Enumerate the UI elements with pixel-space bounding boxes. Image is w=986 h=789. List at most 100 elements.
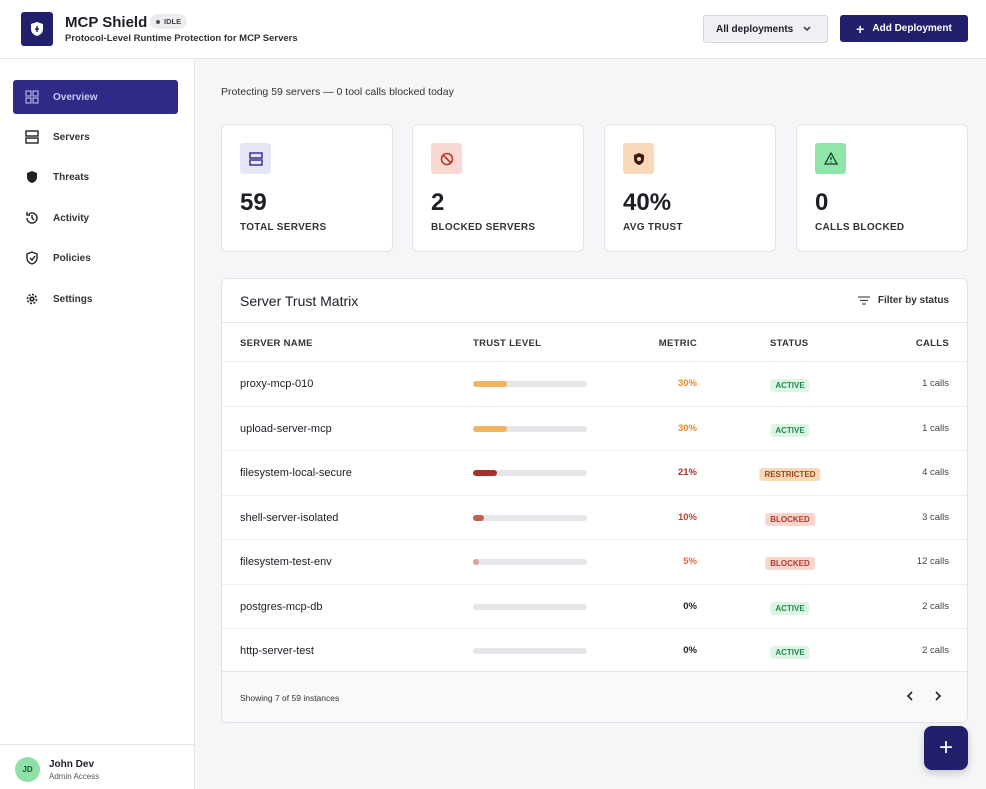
stat-label: CALLS BLOCKED [815, 222, 905, 233]
trust-bar [473, 559, 479, 565]
table-row: http-server-test 0% ACTIVE 2 calls [222, 628, 967, 672]
trust-bar [473, 470, 497, 476]
table-row: filesystem-local-secure 21% RESTRICTED 4 ca… [222, 450, 967, 494]
server-name: shell-server-isolated [240, 511, 339, 524]
stat-card: 2 BLOCKED SERVERS [412, 124, 584, 252]
trust-track [473, 381, 587, 387]
metric: 0% [683, 645, 697, 656]
stat-value: 59 [240, 189, 267, 216]
metric: 0% [683, 600, 697, 612]
status-badge: ACTIVE [770, 423, 810, 437]
metric: 10% [677, 511, 697, 523]
stat-label: AVG TRUST [623, 222, 683, 233]
trust-track [473, 425, 587, 432]
trust-track [473, 470, 587, 476]
app-subtitle: Protocol-Level Runtime Protection for MC… [65, 33, 298, 44]
calls: 2 calls [922, 645, 949, 656]
table-row: upload-server-mcp 30% ACTIVE 1 calls [222, 405, 967, 450]
status-badge: ACTIVE [770, 601, 810, 615]
logo [21, 12, 53, 46]
add-deployment-button[interactable]: + Add Deployment [840, 15, 968, 42]
trust-track [473, 514, 587, 521]
nav-item[interactable]: Settings [13, 282, 178, 316]
trust-bar [473, 514, 485, 521]
stat-value: 40% [623, 189, 672, 216]
select-text: All deployments [716, 23, 794, 35]
sidebar: Overview Servers Threats Activity Polici… [0, 59, 195, 789]
trust-track [473, 648, 587, 654]
status-badge: ACTIVE [770, 379, 810, 392]
metric: 21% [677, 467, 697, 478]
column-header: STATUS [770, 338, 809, 349]
status-badge: RESTRICTED [759, 468, 821, 481]
pagination-text: Showing 7 of 59 instances [240, 693, 340, 703]
stat-card: 40% AVG TRUST [604, 124, 776, 252]
next-page[interactable] [934, 691, 942, 701]
metric: 30% [677, 378, 697, 389]
server-name: http-server-test [240, 645, 314, 657]
server-name: filesystem-local-secure [240, 467, 352, 479]
nav-item[interactable]: Overview [13, 80, 178, 114]
nav-label: Threats [53, 171, 90, 183]
status-badge: ACTIVE [770, 646, 810, 659]
nav-item[interactable]: Threats [13, 160, 178, 194]
column-header: CALLS [915, 338, 949, 349]
nav-label: Activity [53, 212, 90, 224]
prev-page[interactable] [906, 691, 914, 701]
calls: 12 calls [916, 556, 949, 567]
user-role: Admin Access [49, 772, 100, 781]
user-name: John Dev [49, 759, 95, 770]
calls: 1 calls [922, 422, 949, 434]
deployment-select[interactable]: All deployments [703, 15, 828, 43]
calls: 3 calls [922, 511, 949, 523]
table-body: proxy-mcp-010 30% ACTIVE 1 calls upload-serv… [222, 361, 967, 672]
calls: 1 calls [922, 378, 949, 389]
calls: 2 calls [922, 600, 949, 612]
metric: 5% [683, 556, 697, 567]
trust-bar [473, 381, 508, 387]
fab-add[interactable]: + [924, 726, 968, 770]
nav-item[interactable]: Servers [13, 120, 178, 154]
stat-value: 0 [815, 189, 829, 216]
header: MCP Shield IDLE Protocol-Level Runtime P… [0, 0, 986, 59]
stat-label: TOTAL SERVERS [240, 222, 327, 233]
server-name: postgres-mcp-db [240, 600, 323, 613]
table-row: postgres-mcp-db 0% ACTIVE 2 calls [222, 583, 967, 628]
status-badge: BLOCKED [765, 512, 815, 526]
server-name: proxy-mcp-010 [240, 378, 314, 390]
server-name: upload-server-mcp [240, 422, 332, 435]
stat-value: 2 [431, 189, 445, 216]
filter-text: Filter by status [877, 295, 949, 306]
trust-track [473, 603, 587, 610]
filter-button[interactable]: Filter by status [857, 295, 949, 306]
stat-card: 0 CALLS BLOCKED [796, 124, 968, 252]
metric: 30% [677, 422, 697, 434]
table-title: Server Trust Matrix [240, 293, 359, 309]
nav-item[interactable]: Policies [13, 241, 178, 275]
trust-track [473, 559, 587, 565]
status-badge: BLOCKED [765, 557, 815, 570]
summary-text: Protecting 59 servers — 0 tool calls blo… [221, 86, 454, 98]
nav-label: Policies [53, 252, 91, 264]
trust-bar [473, 425, 508, 432]
table-row: proxy-mcp-010 30% ACTIVE 1 calls [222, 361, 967, 405]
badge-text: IDLE [164, 17, 182, 26]
app-title: MCP Shield [65, 14, 148, 31]
stat-label: BLOCKED SERVERS [431, 222, 536, 233]
column-header: SERVER NAME [240, 338, 313, 349]
server-table: Server Trust Matrix Filter by status SER… [221, 278, 968, 723]
table-row: filesystem-test-env 5% BLOCKED 12 calls [222, 539, 967, 583]
status-badge: IDLE [150, 14, 188, 29]
column-header: TRUST LEVEL [473, 338, 542, 349]
stat-card: 59 TOTAL SERVERS [221, 124, 393, 252]
table-row: shell-server-isolated 10% BLOCKED 3 calls [222, 494, 967, 539]
nav-label: Settings [53, 293, 93, 305]
calls: 4 calls [922, 467, 949, 478]
nav-label: Servers [53, 131, 90, 143]
server-name: filesystem-test-env [240, 556, 332, 568]
nav-label: Overview [53, 91, 98, 103]
button-text: Add Deployment [872, 23, 952, 34]
nav-item[interactable]: Activity [13, 201, 178, 235]
column-header: METRIC [658, 338, 697, 349]
